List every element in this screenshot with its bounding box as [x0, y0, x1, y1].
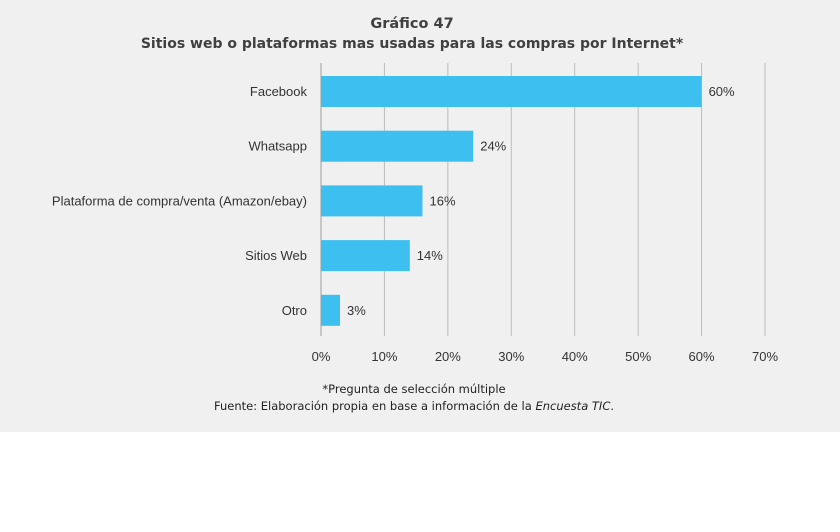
- bar: [321, 76, 702, 107]
- x-tick-label: 40%: [562, 349, 588, 364]
- data-label: 16%: [429, 193, 455, 208]
- x-tick-label: 10%: [371, 349, 397, 364]
- source-italic: Encuesta TIC: [535, 399, 610, 413]
- data-label: 14%: [417, 248, 443, 263]
- category-label: Sitios Web: [245, 248, 307, 263]
- source-prefix: Fuente: Elaboración propia en base a inf…: [214, 399, 535, 413]
- x-tick-label: 30%: [498, 349, 524, 364]
- x-tick-label: 20%: [435, 349, 461, 364]
- bar: [321, 130, 474, 162]
- data-label: 3%: [347, 303, 366, 318]
- bar: [321, 294, 341, 326]
- x-tick-label: 50%: [625, 349, 651, 364]
- category-label: Whatsapp: [248, 139, 307, 154]
- labels: 0% 10% 20% 30% 40% 50% 60% 70% Facebook 60% Whatsa…: [52, 84, 779, 364]
- data-label: 60%: [709, 84, 735, 99]
- bar: [321, 185, 423, 217]
- source-note: Fuente: Elaboración propia en base a inf…: [214, 399, 614, 413]
- category-label: Facebook: [250, 84, 308, 99]
- x-tick-label: 60%: [689, 349, 715, 364]
- chart-subtitle: Sitios web o plataformas mas usadas para…: [141, 36, 684, 52]
- bars: [321, 76, 702, 326]
- category-label: Plataforma de compra/venta (Amazon/ebay): [52, 193, 307, 208]
- bar-chart: Gráfico 47 Sitios web o plataformas mas …: [52, 16, 779, 413]
- footnote: *Pregunta de selección múltiple: [322, 382, 505, 396]
- data-label: 24%: [480, 139, 506, 154]
- x-tick-label: 0%: [312, 349, 331, 364]
- category-label: Otro: [282, 303, 307, 318]
- bar: [321, 240, 410, 272]
- source-suffix: .: [610, 399, 614, 413]
- chart-figure: Gráfico 47 Sitios web o plataformas mas …: [0, 0, 840, 432]
- x-tick-label: 70%: [752, 349, 778, 364]
- chart-title: Gráfico 47: [370, 16, 453, 32]
